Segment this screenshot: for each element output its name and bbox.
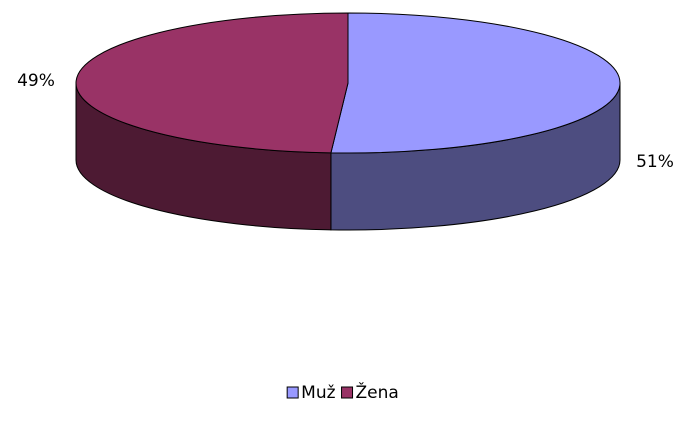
legend-swatch — [286, 386, 299, 399]
data-label: 51% — [636, 152, 674, 172]
legend-label: Žena — [356, 381, 399, 403]
pie-slice — [75, 12, 349, 154]
data-label: 49% — [17, 71, 55, 91]
pie-slice — [330, 12, 621, 154]
legend-swatch — [341, 386, 354, 399]
legend-label: Muž — [301, 383, 335, 403]
